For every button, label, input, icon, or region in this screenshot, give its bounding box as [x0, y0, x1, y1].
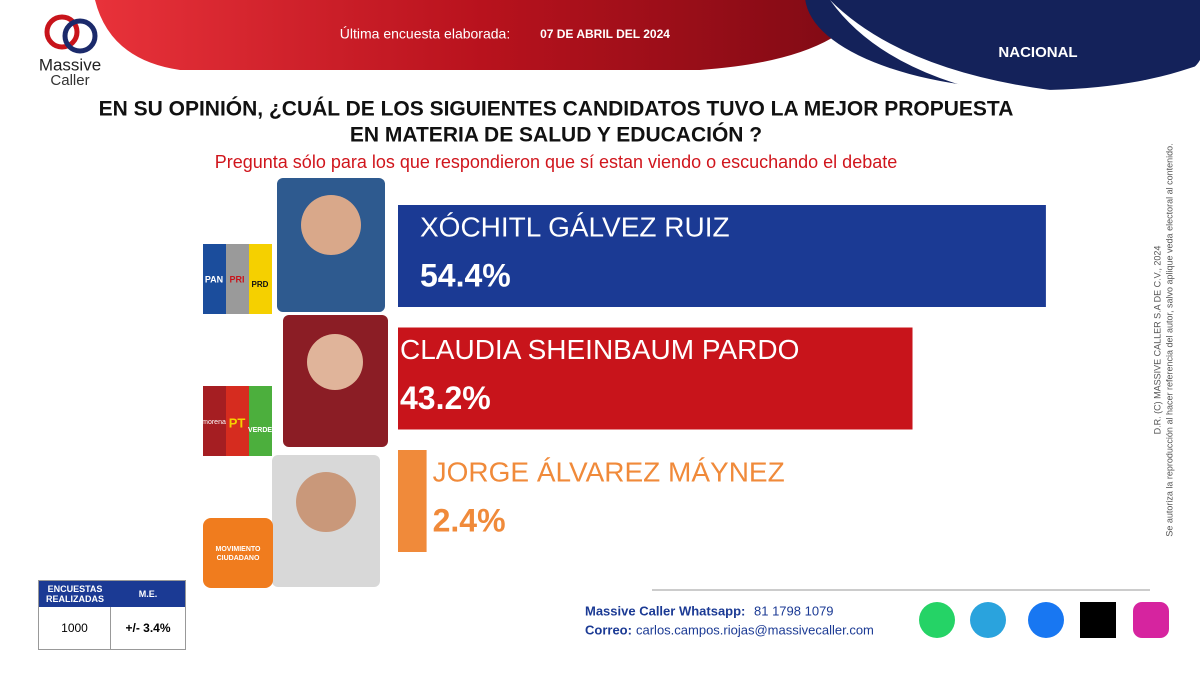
whatsapp-label: Massive Caller Whatsapp: — [585, 603, 745, 618]
party-logo — [226, 244, 249, 314]
bar — [398, 450, 427, 552]
logo-text: Massive — [39, 55, 101, 74]
value-label: 43.2% — [400, 380, 491, 416]
copyright: D.R. (C) MASSIVE CALLER S.A DE C.V., 202… — [1152, 246, 1162, 435]
chart-subtitle: Pregunta sólo para los que respondieron … — [215, 152, 898, 172]
bar — [398, 205, 1046, 307]
region: NACIONAL — [998, 44, 1077, 61]
chart-title: EN MATERIA DE SALUD Y EDUCACIÓN ? — [350, 123, 762, 147]
bar — [398, 327, 913, 430]
sample-table: ENCUESTAS REALIZADAS M.E. 1000 +/- 3.4% — [38, 580, 186, 650]
party-logo — [226, 386, 249, 456]
party-name: morena — [202, 419, 226, 426]
party-logo — [203, 518, 273, 588]
party-logo — [203, 386, 226, 456]
email: carlos.campos.riojas@massivecaller.com — [636, 622, 874, 637]
value-label: 2.4% — [433, 502, 506, 538]
table-cell: +/- 3.4% — [125, 621, 171, 635]
party-name-box: MOVIMIENTO CIUDADANO — [215, 546, 261, 562]
candidate-name: JORGE ÁLVAREZ MÁYNEZ — [433, 456, 785, 487]
email-label: Correo: — [585, 622, 632, 637]
x-icon[interactable] — [1080, 602, 1116, 638]
candidate-photo — [301, 195, 361, 255]
telegram-icon[interactable] — [970, 602, 1006, 638]
party-name: PT — [229, 415, 246, 430]
party-name: VERDE — [248, 427, 272, 434]
party-logo — [249, 386, 272, 456]
header-curve — [830, 0, 1200, 102]
candidate-photo — [296, 472, 356, 532]
logo-text: Caller — [50, 72, 89, 89]
party-name: PAN — [205, 274, 223, 284]
copyright: Se autoriza la reproducción al hacer ref… — [1164, 143, 1174, 536]
table-header: ENCUESTAS REALIZADAS — [39, 581, 111, 607]
whatsapp-icon[interactable] — [919, 602, 955, 638]
candidate-name: XÓCHITL GÁLVEZ RUIZ — [420, 211, 730, 242]
value-label: 54.4% — [420, 257, 511, 293]
header-ellipse — [805, 0, 1200, 90]
party-name: PRD — [252, 280, 269, 289]
facebook-icon[interactable] — [1028, 602, 1064, 638]
logo-icon — [44, 14, 80, 50]
survey-label: Última encuesta elaborada: — [340, 26, 510, 42]
whatsapp-number: 81 1798 1079 — [754, 603, 834, 618]
instagram-icon[interactable] — [1133, 602, 1169, 638]
party-name: MOVIMIENTO CIUDADANO — [215, 546, 261, 562]
party-name: PRI — [229, 274, 244, 284]
party-logo — [203, 244, 226, 314]
candidate-photo — [307, 334, 363, 390]
table-header: M.E. — [111, 581, 185, 607]
table-cell: 1000 — [39, 607, 111, 649]
bar-chart: XÓCHITL GÁLVEZ RUIZ 54.4% CLAUDIA SHEINBAU… — [398, 205, 1046, 552]
header-band — [95, 0, 870, 70]
survey-date: 07 DE ABRIL DEL 2024 — [540, 27, 670, 41]
logo-icon — [62, 18, 98, 54]
candidate-name: CLAUDIA SHEINBAUM PARDO — [400, 334, 799, 365]
chart-title: EN SU OPINIÓN, ¿CUÁL DE LOS SIGUIENTES C… — [99, 97, 1014, 121]
party-logo — [249, 244, 272, 314]
